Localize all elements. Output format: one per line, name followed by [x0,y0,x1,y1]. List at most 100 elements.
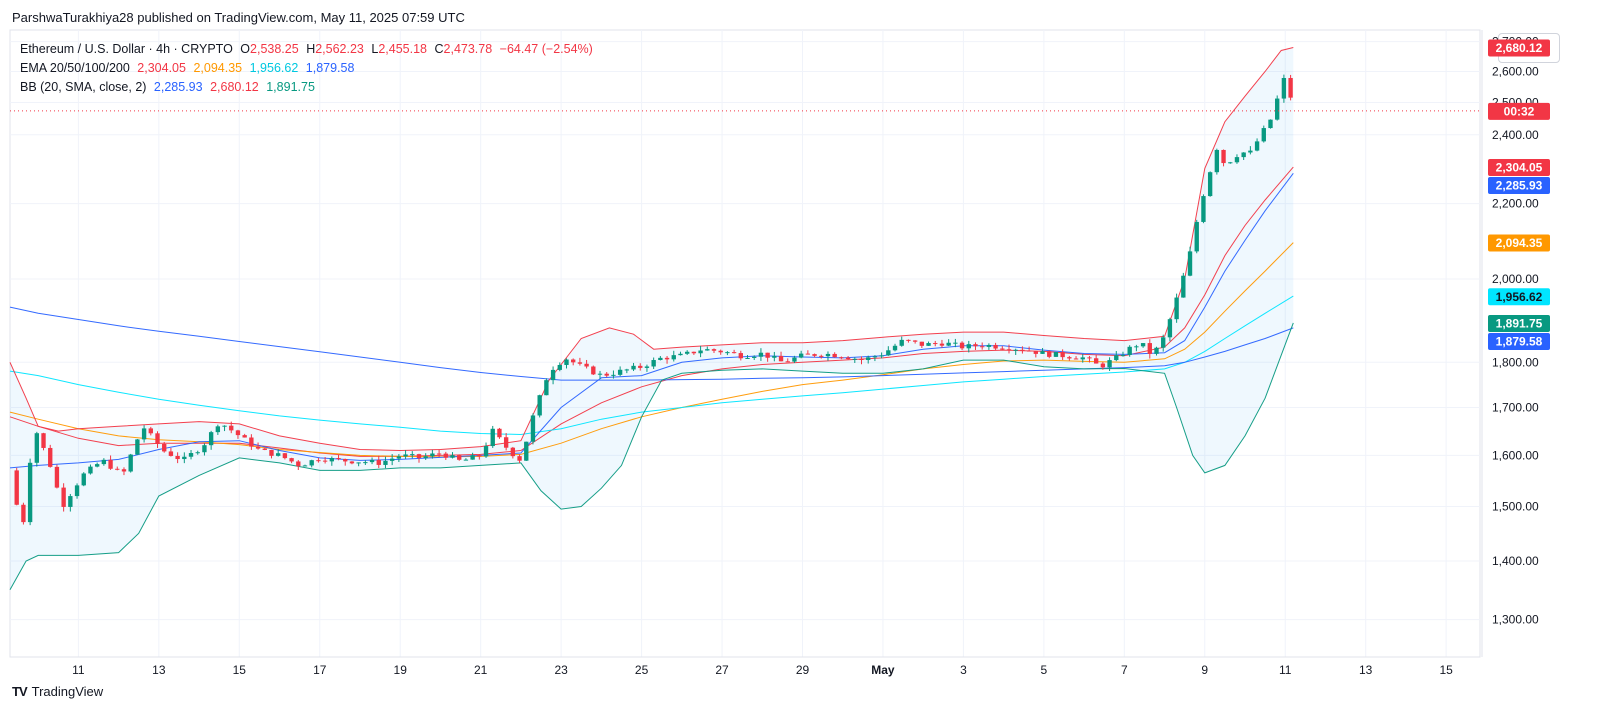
candle [262,447,267,451]
candle-body [356,462,361,464]
candle-body [470,455,475,460]
tradingview-brand[interactable]: TV TradingView [12,684,103,699]
candle [202,443,207,456]
candle-body [1268,119,1273,129]
candle [1134,344,1139,352]
candle [866,355,871,364]
candle-body [819,355,824,357]
price-badge: 2,304.05 [1488,159,1550,177]
candle-body [812,354,817,356]
candle-body [644,366,650,368]
time-tick-label: May [871,663,895,677]
candle-body [1214,149,1220,173]
candle-body [798,353,804,358]
candle-body [68,496,73,507]
candle-body [805,353,811,355]
candle [135,438,140,455]
candle [684,350,690,355]
symbol-label[interactable]: Ethereum / U.S. Dollar · 4h · CRYPTO [20,42,233,56]
candle [356,462,361,467]
candle [363,460,368,465]
price-tick-label: 2,600.00 [1492,64,1539,78]
candle [54,464,60,489]
candle-body [1228,162,1233,164]
price-badge-text: 1,879.58 [1496,334,1543,348]
price-badge: 1,956.62 [1488,288,1550,306]
candle [926,341,931,346]
candle-body [54,466,60,488]
candle-body [74,485,80,497]
candle [825,351,831,361]
candle-body [48,447,53,467]
candle-body [1221,149,1226,164]
time-tick-label: 23 [554,663,568,677]
candle-body [953,342,958,344]
price-tick-label: 2,400.00 [1492,128,1539,142]
candle-body [738,353,743,359]
series-line-bb-basis [9,172,1294,469]
bb-label[interactable]: BB (20, SMA, close, 2) [20,80,147,94]
candle [208,430,214,450]
candle-body [396,456,402,459]
candle [946,339,951,347]
candle-body [182,456,187,460]
candle-body [1241,152,1246,158]
candle-body [249,437,254,447]
series-line-ema-50 [9,242,1294,458]
ema-label[interactable]: EMA 20/50/100/200 [20,61,130,75]
candle [168,447,174,457]
ema100-value: 1,956.62 [249,61,299,75]
candle [175,452,180,464]
candle-body [436,453,442,455]
candle-body [718,350,723,353]
price-tick-label: 1,300.00 [1492,613,1539,627]
candle-body [1114,355,1119,361]
candle [322,457,328,464]
candle [912,340,918,344]
candle [369,457,375,465]
candle-body [584,363,589,367]
candle [959,341,965,351]
time-tick-label: 19 [394,663,408,677]
candle-body [691,351,697,354]
candle-body [1033,350,1038,354]
time-axis[interactable]: 11 13 15 17 19 21 23 25 27 29 May 3 5 7 9 11 13 15 [10,656,1480,677]
candle [1026,346,1032,352]
candle-body [262,448,267,450]
candle [886,346,891,356]
candle-body [1254,141,1260,151]
candle-body [926,343,931,346]
candle [490,425,495,448]
candle-body [1020,349,1025,351]
candle [1254,138,1260,152]
candle [1194,219,1199,254]
time-tick-label: 11 [1279,663,1292,677]
candle-body [711,349,717,351]
candle [638,363,643,371]
bb-lower-value: 1,891.75 [266,80,315,94]
candle [483,442,489,458]
candle-body [617,369,623,375]
candle-body [242,435,247,438]
candle [705,346,710,351]
candle [671,350,676,362]
candle [933,340,938,347]
high-value: 2,562.23 [315,42,364,56]
candle-body [852,358,857,360]
candle [289,457,294,464]
candle-body [825,353,831,357]
candle-body [510,447,516,457]
candle-body [678,353,683,356]
candle [644,364,650,372]
candle [121,467,127,476]
candle-body [296,461,301,467]
candle [664,356,670,364]
candle-body [477,455,482,457]
candle [1214,148,1220,175]
time-tick-label: 25 [635,663,649,677]
candle [249,434,254,450]
candle-body [14,470,19,505]
candle-body [872,356,878,358]
candle-body [235,430,241,436]
